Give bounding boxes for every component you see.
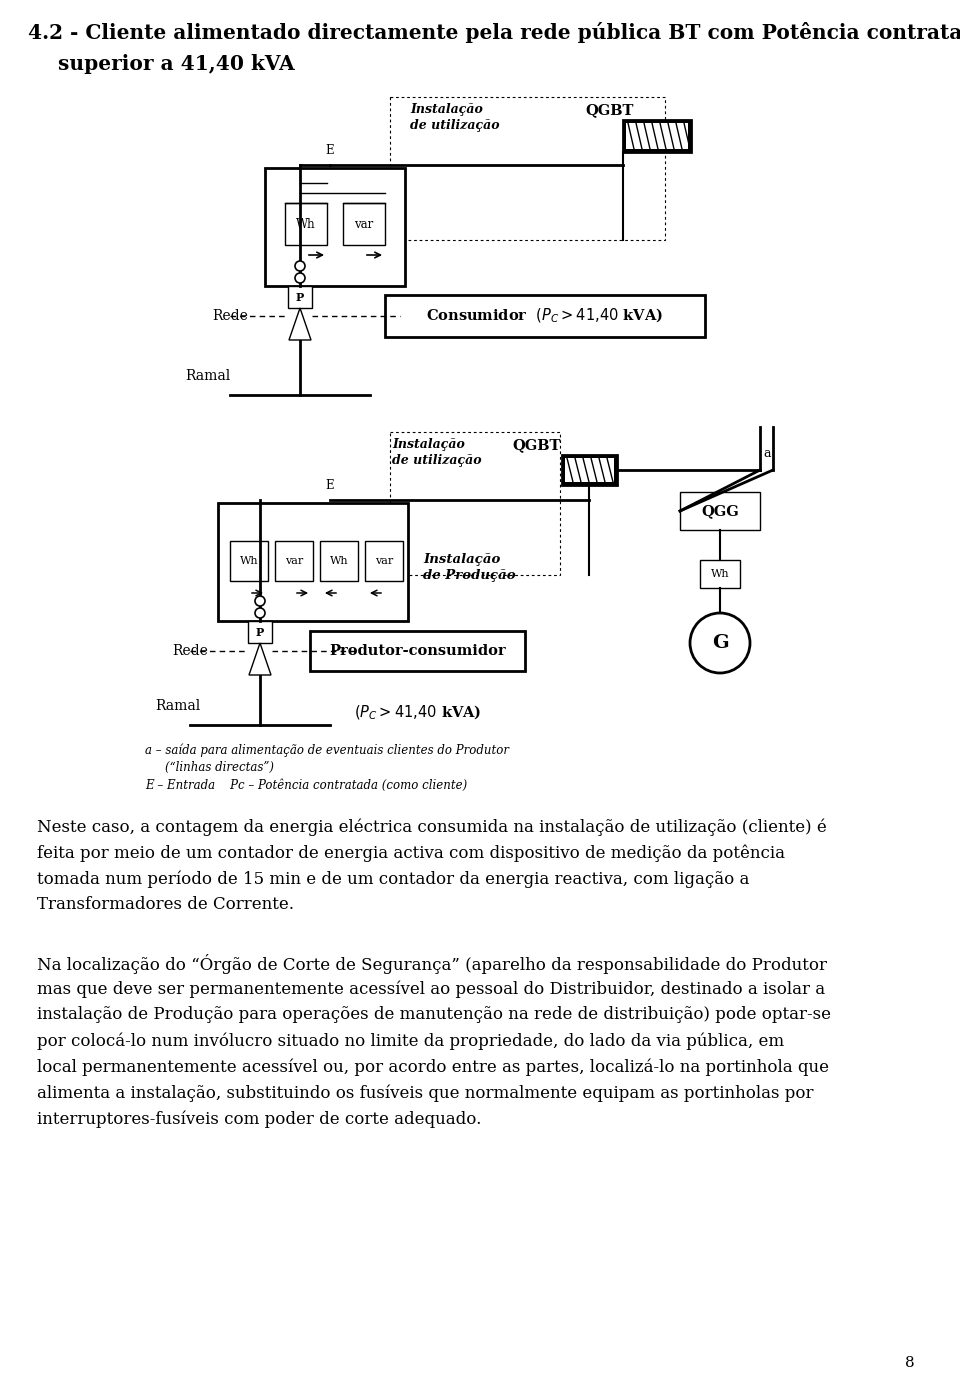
Bar [265, 168, 405, 286]
Bar [700, 561, 740, 588]
Text: Ramal: Ramal [155, 699, 201, 713]
Text: Transformadores de Corrente.: Transformadores de Corrente. [37, 896, 294, 913]
Circle shape [295, 273, 305, 283]
Text: Instalação
de utilização: Instalação de utilização [392, 438, 482, 467]
Text: QGBT: QGBT [585, 104, 634, 117]
Text: P: P [296, 291, 304, 302]
Text: instalação de Produção para operações de manutenção na rede de distribuição) pod: instalação de Produção para operações de… [37, 1005, 831, 1023]
Bar [288, 286, 312, 308]
Text: G: G [711, 634, 729, 652]
Circle shape [255, 608, 265, 619]
Text: a: a [763, 447, 771, 460]
Text: $(P_C > 41{,}40$ kVA): $(P_C > 41{,}40$ kVA) [354, 704, 481, 722]
Text: E: E [325, 479, 334, 492]
Text: a – saída para alimentação de eventuais clientes do Produtor: a – saída para alimentação de eventuais … [145, 743, 509, 757]
Text: Instalação
de Produção: Instalação de Produção [423, 552, 516, 581]
Text: superior a 41,40 kVA: superior a 41,40 kVA [58, 54, 295, 75]
Text: local permanentemente acessível ou, por acordo entre as partes, localizá-lo na p: local permanentemente acessível ou, por … [37, 1058, 829, 1076]
Text: QGBT: QGBT [512, 438, 561, 452]
Bar [218, 503, 408, 621]
Text: (“linhas directas”): (“linhas directas”) [165, 761, 274, 773]
Text: por colocá-lo num invólucro situado no limite da propriedade, do lado da via púb: por colocá-lo num invólucro situado no l… [37, 1032, 784, 1050]
Bar [385, 296, 705, 337]
Text: E: E [325, 144, 334, 157]
Bar [230, 541, 268, 581]
Text: Ramal: Ramal [185, 369, 230, 383]
Bar [623, 120, 691, 152]
Text: Na localização do “Órgão de Corte de Segurança” (aparelho da responsabilidade do: Na localização do “Órgão de Corte de Seg… [37, 954, 827, 974]
Bar [320, 541, 358, 581]
Polygon shape [249, 644, 271, 675]
Bar [562, 454, 617, 485]
Text: var: var [354, 217, 373, 231]
Text: Wh: Wh [710, 569, 730, 579]
Text: Wh: Wh [329, 557, 348, 566]
Bar [248, 621, 272, 644]
Text: alimenta a instalação, substituindo os fusíveis que normalmente equipam as porti: alimenta a instalação, substituindo os f… [37, 1084, 813, 1102]
Text: mas que deve ser permanentemente acessível ao pessoal do Distribuidor, destinado: mas que deve ser permanentemente acessív… [37, 981, 826, 997]
Text: Wh: Wh [240, 557, 258, 566]
Text: P: P [256, 627, 264, 638]
Text: Rede: Rede [172, 644, 208, 657]
Text: interruptores-fusíveis com poder de corte adequado.: interruptores-fusíveis com poder de cort… [37, 1110, 481, 1127]
Text: tomada num período de 15 min e de um contador da energia reactiva, com ligação a: tomada num período de 15 min e de um con… [37, 870, 750, 888]
Text: var: var [285, 557, 303, 566]
Bar [310, 631, 525, 671]
Text: 4.2 - Cliente alimentado directamente pela rede pública BT com Potência contrata: 4.2 - Cliente alimentado directamente pe… [28, 22, 960, 43]
Text: Neste caso, a contagem da energia eléctrica consumida na instalação de utilizaçã: Neste caso, a contagem da energia eléctr… [37, 818, 827, 836]
Bar [626, 123, 688, 149]
Bar [565, 458, 614, 482]
Text: Wh: Wh [297, 217, 316, 231]
Bar [680, 492, 760, 530]
Text: E – Entrada    Pc – Potência contratada (como cliente): E – Entrada Pc – Potência contratada (co… [145, 779, 468, 791]
Text: Rede: Rede [212, 309, 248, 323]
Circle shape [690, 613, 750, 673]
Text: QGG: QGG [701, 504, 739, 518]
Circle shape [255, 597, 265, 606]
Text: Produtor-consumidor: Produtor-consumidor [329, 644, 506, 657]
Text: var: var [374, 557, 394, 566]
Text: Consumidor  $(P_C > 41{,}40$ kVA): Consumidor $(P_C > 41{,}40$ kVA) [426, 307, 663, 325]
Bar [285, 203, 327, 244]
Text: Instalação
de utilização: Instalação de utilização [410, 104, 499, 133]
Text: 8: 8 [905, 1356, 915, 1370]
Bar [365, 541, 403, 581]
Circle shape [295, 261, 305, 271]
Polygon shape [289, 308, 311, 340]
Bar [343, 203, 385, 244]
Bar [275, 541, 313, 581]
Text: feita por meio de um contador de energia activa com dispositivo de medição da po: feita por meio de um contador de energia… [37, 844, 785, 862]
